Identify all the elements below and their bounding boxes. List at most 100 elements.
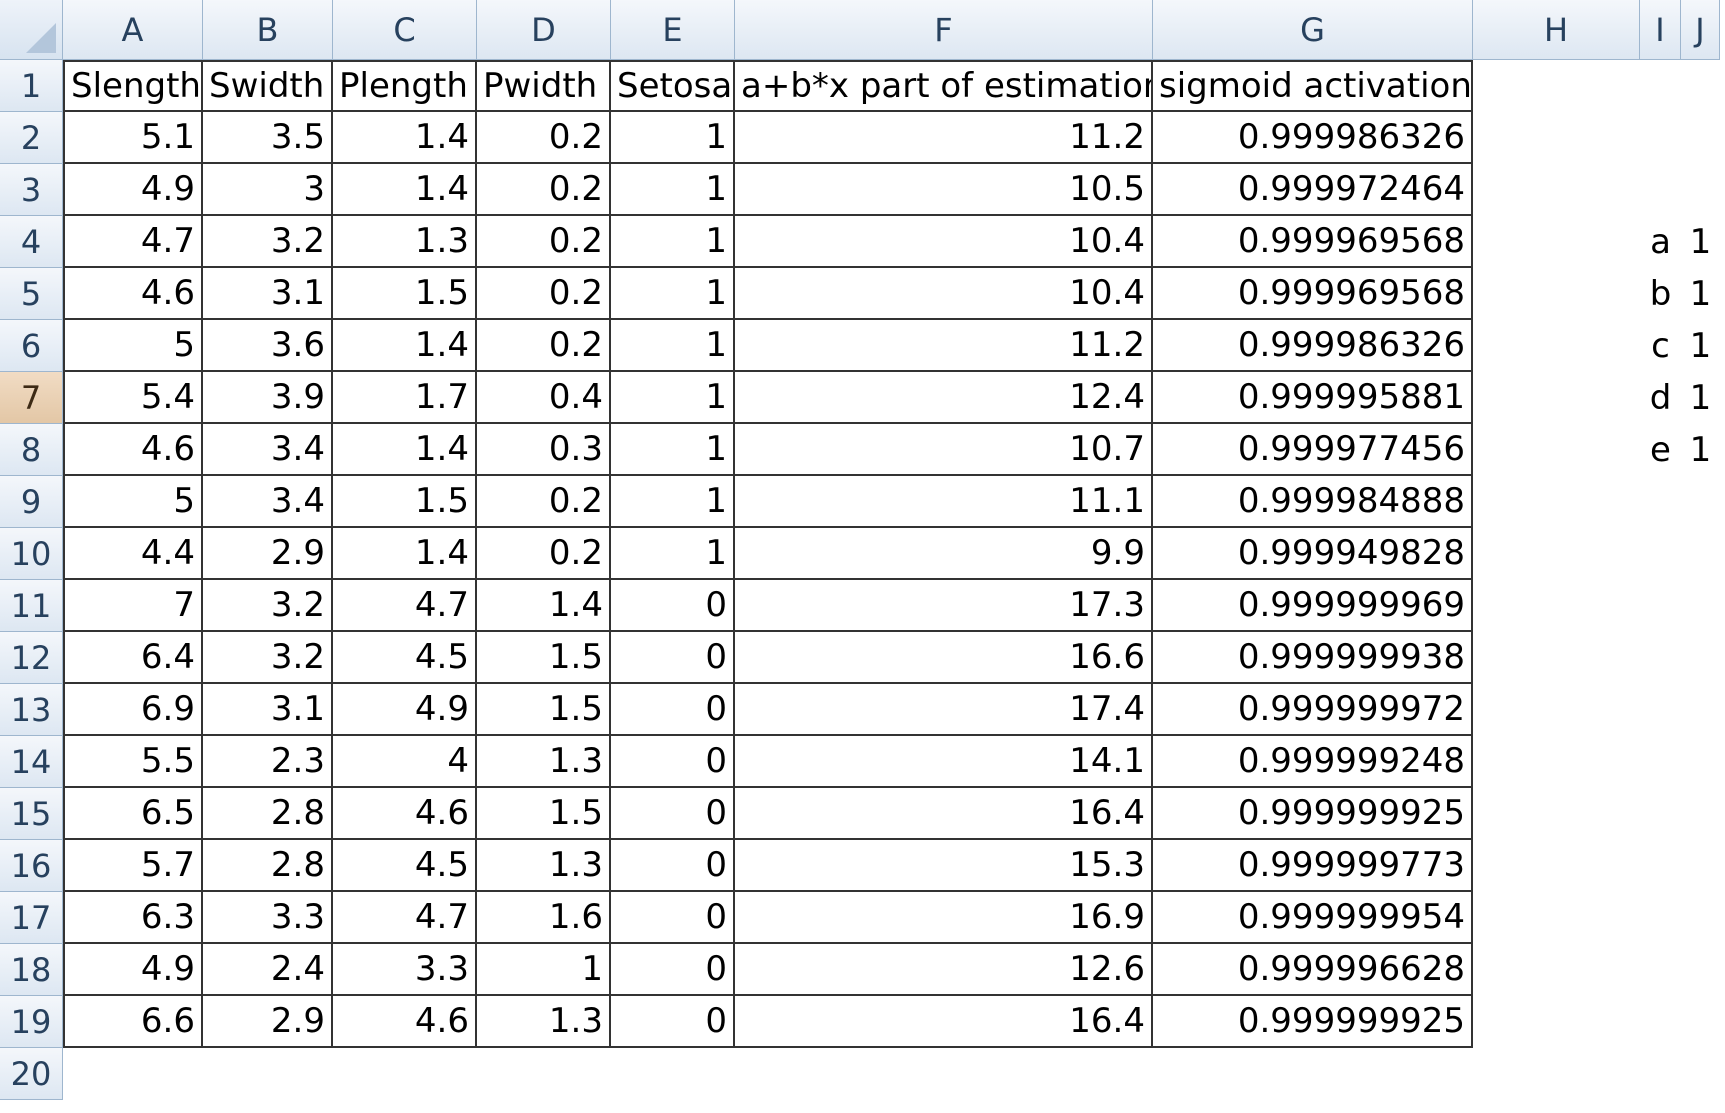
cell-e8[interactable]: 1 xyxy=(611,424,735,476)
cell-d2[interactable]: 0.2 xyxy=(477,112,611,164)
cell-f3[interactable]: 10.5 xyxy=(735,164,1153,216)
cell-g8[interactable]: 0.999977456 xyxy=(1153,424,1473,476)
cell-a10[interactable]: 4.4 xyxy=(63,528,203,580)
cell-f10[interactable]: 9.9 xyxy=(735,528,1153,580)
cell-b18[interactable]: 2.4 xyxy=(203,944,333,996)
cell-c10[interactable]: 1.4 xyxy=(333,528,477,580)
param-value-b[interactable]: 1 xyxy=(1689,274,1712,314)
cell-d19[interactable]: 1.3 xyxy=(477,996,611,1048)
cell-d16[interactable]: 1.3 xyxy=(477,840,611,892)
cell-e4[interactable]: 1 xyxy=(611,216,735,268)
cell-c8[interactable]: 1.4 xyxy=(333,424,477,476)
row-header-20[interactable]: 20 xyxy=(0,1048,63,1100)
cell-e14[interactable]: 0 xyxy=(611,736,735,788)
row-header-18[interactable]: 18 xyxy=(0,944,63,996)
cell-b5[interactable]: 3.1 xyxy=(203,268,333,320)
cell-a11[interactable]: 7 xyxy=(63,580,203,632)
cell-g18[interactable]: 0.999996628 xyxy=(1153,944,1473,996)
row-header-1[interactable]: 1 xyxy=(0,60,63,112)
cell-b17[interactable]: 3.3 xyxy=(203,892,333,944)
cell-f4[interactable]: 10.4 xyxy=(735,216,1153,268)
cell-c5[interactable]: 1.5 xyxy=(333,268,477,320)
cell-c9[interactable]: 1.5 xyxy=(333,476,477,528)
cell-f5[interactable]: 10.4 xyxy=(735,268,1153,320)
cell-g2[interactable]: 0.999986326 xyxy=(1153,112,1473,164)
cell-e6[interactable]: 1 xyxy=(611,320,735,372)
param-value-a[interactable]: 1 xyxy=(1689,222,1712,262)
cell-e3[interactable]: 1 xyxy=(611,164,735,216)
row-header-11[interactable]: 11 xyxy=(0,580,63,632)
cell-b10[interactable]: 2.9 xyxy=(203,528,333,580)
cell-d10[interactable]: 0.2 xyxy=(477,528,611,580)
cell-e9[interactable]: 1 xyxy=(611,476,735,528)
row-header-10[interactable]: 10 xyxy=(0,528,63,580)
row-header-12[interactable]: 12 xyxy=(0,632,63,684)
cell-g10[interactable]: 0.999949828 xyxy=(1153,528,1473,580)
cell-g11[interactable]: 0.999999969 xyxy=(1153,580,1473,632)
cell-d18[interactable]: 1 xyxy=(477,944,611,996)
cell-c3[interactable]: 1.4 xyxy=(333,164,477,216)
column-header-h[interactable]: H xyxy=(1473,0,1640,60)
column-header-j[interactable]: J xyxy=(1681,0,1720,60)
cell-a9[interactable]: 5 xyxy=(63,476,203,528)
cell-g9[interactable]: 0.999984888 xyxy=(1153,476,1473,528)
cell-b4[interactable]: 3.2 xyxy=(203,216,333,268)
cell-a5[interactable]: 4.6 xyxy=(63,268,203,320)
param-value-c[interactable]: 1 xyxy=(1689,326,1712,366)
cell-a16[interactable]: 5.7 xyxy=(63,840,203,892)
row-header-19[interactable]: 19 xyxy=(0,996,63,1048)
row-header-15[interactable]: 15 xyxy=(0,788,63,840)
cell-f6[interactable]: 11.2 xyxy=(735,320,1153,372)
cell-c17[interactable]: 4.7 xyxy=(333,892,477,944)
cell-a18[interactable]: 4.9 xyxy=(63,944,203,996)
cell-d15[interactable]: 1.5 xyxy=(477,788,611,840)
cell-f9[interactable]: 11.1 xyxy=(735,476,1153,528)
cell-a13[interactable]: 6.9 xyxy=(63,684,203,736)
row-header-4[interactable]: 4 xyxy=(0,216,63,268)
cell-d8[interactable]: 0.3 xyxy=(477,424,611,476)
cell-c11[interactable]: 4.7 xyxy=(333,580,477,632)
cell-b2[interactable]: 3.5 xyxy=(203,112,333,164)
cell-d7[interactable]: 0.4 xyxy=(477,372,611,424)
cell-g15[interactable]: 0.999999925 xyxy=(1153,788,1473,840)
column-header-f[interactable]: F xyxy=(735,0,1153,60)
cell-a17[interactable]: 6.3 xyxy=(63,892,203,944)
row-header-17[interactable]: 17 xyxy=(0,892,63,944)
cell-e19[interactable]: 0 xyxy=(611,996,735,1048)
cell-f7[interactable]: 12.4 xyxy=(735,372,1153,424)
param-value-e[interactable]: 1 xyxy=(1689,430,1712,470)
cell-a12[interactable]: 6.4 xyxy=(63,632,203,684)
cell-e15[interactable]: 0 xyxy=(611,788,735,840)
param-label-b[interactable]: b xyxy=(1649,274,1672,314)
column-header-i[interactable]: I xyxy=(1640,0,1681,60)
cell-b9[interactable]: 3.4 xyxy=(203,476,333,528)
param-label-a[interactable]: a xyxy=(1650,222,1671,262)
cell-b15[interactable]: 2.8 xyxy=(203,788,333,840)
cell-a6[interactable]: 5 xyxy=(63,320,203,372)
cell-d3[interactable]: 0.2 xyxy=(477,164,611,216)
cell-d5[interactable]: 0.2 xyxy=(477,268,611,320)
header-cell-d[interactable]: Pwidth xyxy=(477,60,611,112)
row-header-14[interactable]: 14 xyxy=(0,736,63,788)
row-header-2[interactable]: 2 xyxy=(0,112,63,164)
cell-d13[interactable]: 1.5 xyxy=(477,684,611,736)
cell-f8[interactable]: 10.7 xyxy=(735,424,1153,476)
cell-c18[interactable]: 3.3 xyxy=(333,944,477,996)
cell-f11[interactable]: 17.3 xyxy=(735,580,1153,632)
row-header-6[interactable]: 6 xyxy=(0,320,63,372)
cell-b16[interactable]: 2.8 xyxy=(203,840,333,892)
cell-e17[interactable]: 0 xyxy=(611,892,735,944)
cell-a3[interactable]: 4.9 xyxy=(63,164,203,216)
cell-e10[interactable]: 1 xyxy=(611,528,735,580)
cell-e5[interactable]: 1 xyxy=(611,268,735,320)
cell-g16[interactable]: 0.999999773 xyxy=(1153,840,1473,892)
column-header-c[interactable]: C xyxy=(333,0,477,60)
header-cell-b[interactable]: Swidth xyxy=(203,60,333,112)
cell-g7[interactable]: 0.999995881 xyxy=(1153,372,1473,424)
cell-a7[interactable]: 5.4 xyxy=(63,372,203,424)
cell-b19[interactable]: 2.9 xyxy=(203,996,333,1048)
param-label-e[interactable]: e xyxy=(1650,430,1671,470)
cell-g6[interactable]: 0.999986326 xyxy=(1153,320,1473,372)
cell-a15[interactable]: 6.5 xyxy=(63,788,203,840)
cell-c14[interactable]: 4 xyxy=(333,736,477,788)
